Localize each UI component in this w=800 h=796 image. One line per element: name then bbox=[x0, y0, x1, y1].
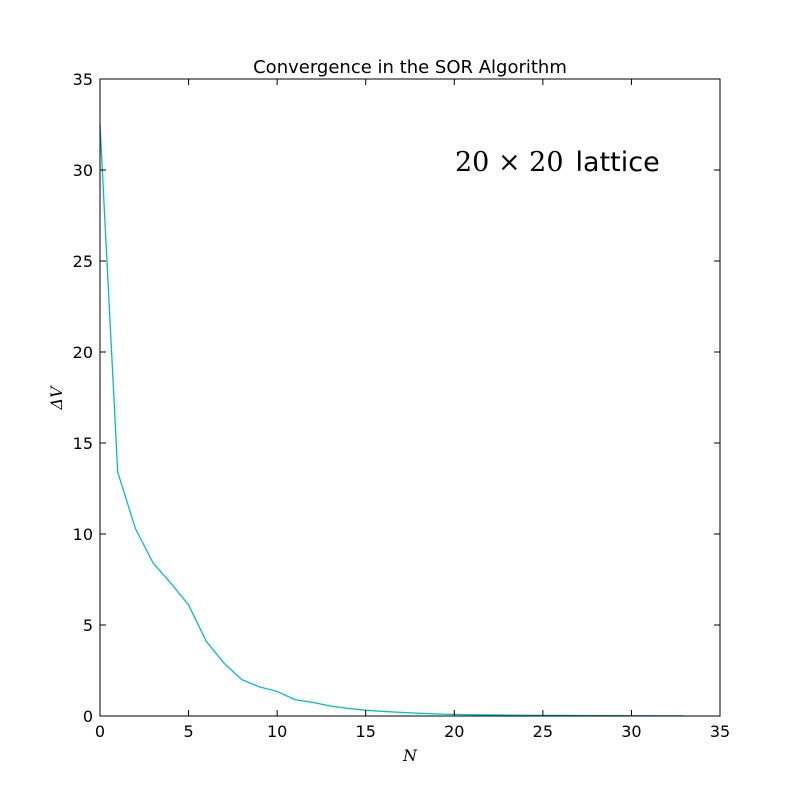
annotation: 20 × 20 lattice bbox=[455, 147, 660, 178]
plot-frame bbox=[99, 78, 721, 717]
x-tick-label: 0 bbox=[95, 722, 105, 741]
annotation-text: lattice bbox=[576, 147, 660, 178]
x-tick-label: 5 bbox=[183, 722, 193, 741]
y-axis-label: ΔV bbox=[47, 385, 66, 411]
x-axis-label: N bbox=[402, 746, 418, 765]
y-tick-label: 25 bbox=[73, 252, 93, 271]
y-tick-label: 35 bbox=[73, 70, 93, 89]
x-tick-label: 15 bbox=[356, 722, 376, 741]
x-tick-label: 30 bbox=[621, 722, 641, 741]
y-tick-label: 10 bbox=[73, 525, 93, 544]
y-tick-label: 0 bbox=[83, 707, 93, 726]
x-tick-label: 20 bbox=[444, 722, 464, 741]
chart-title: Convergence in the SOR Algorithm bbox=[253, 57, 567, 78]
x-tick-label: 10 bbox=[267, 722, 287, 741]
y-tick-label: 30 bbox=[73, 161, 93, 180]
y-tick-label: 5 bbox=[83, 616, 93, 635]
x-tick-label: 35 bbox=[710, 722, 730, 741]
annotation-math: 20 × 20 bbox=[455, 147, 564, 178]
ticks-layer: 0 5 10 15 20 25 30 35 0 5 10 15 20 25 30 35 bbox=[73, 70, 731, 741]
plot-area bbox=[100, 79, 720, 716]
y-tick-label: 15 bbox=[73, 434, 93, 453]
x-tick-label: 25 bbox=[533, 722, 553, 741]
y-tick-label: 20 bbox=[73, 343, 93, 362]
